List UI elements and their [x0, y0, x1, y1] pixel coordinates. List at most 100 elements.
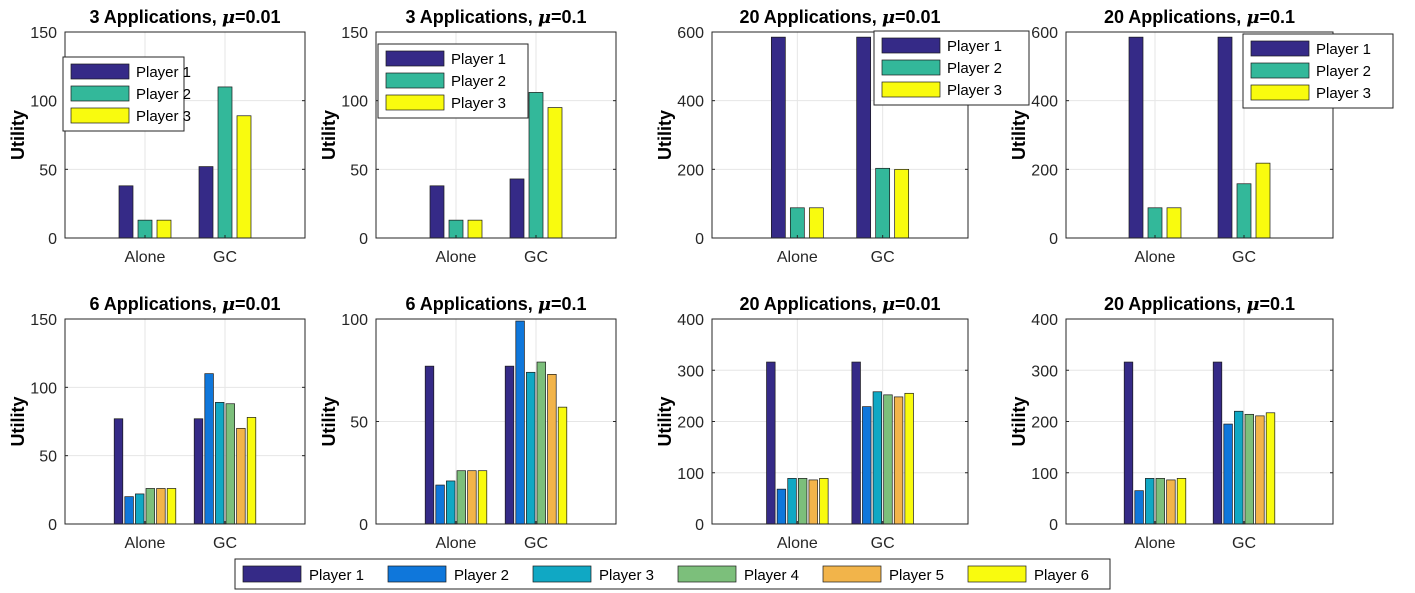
- bar-player-3-gc: [526, 371, 536, 525]
- bar-player-5-alone: [808, 479, 818, 525]
- bottom-legend-label: Player 3: [599, 567, 654, 584]
- bottom-legend-label: Player 4: [744, 567, 799, 584]
- bar-player-3-gc: [872, 391, 883, 525]
- mu-symbol: μ: [538, 294, 551, 315]
- bar-player-2-gc: [862, 406, 872, 525]
- mu-symbol: μ: [882, 7, 895, 28]
- panel-legend: Player 1 Player 2 Player 3: [62, 56, 191, 132]
- y-tick-label: 150: [30, 25, 57, 42]
- y-tick-label: 200: [1031, 415, 1058, 432]
- axes-frame: [64, 318, 306, 525]
- y-tick-label: 50: [350, 415, 368, 432]
- y-tick-label: 200: [677, 415, 704, 432]
- bar-player-3-gc: [236, 115, 252, 239]
- bar-player-5-gc: [893, 396, 904, 525]
- bar-player-3-gc: [1255, 162, 1271, 239]
- title-suffix: =0.01: [895, 294, 941, 314]
- x-tick-label-gc: GC: [1232, 535, 1256, 552]
- y-tick-label: 0: [48, 231, 57, 248]
- x-tick-label-alone: Alone: [436, 249, 477, 266]
- legend-label: Player 1: [1316, 41, 1371, 58]
- bar-player-6-gc: [557, 406, 568, 525]
- bar-player-6-alone: [1176, 478, 1187, 525]
- legend-swatch: [70, 107, 130, 124]
- y-axis-label: Utility: [8, 110, 28, 160]
- y-tick-label: 300: [677, 363, 704, 380]
- bar-player-1-alone: [1128, 36, 1144, 239]
- bar-player-1-alone: [770, 36, 786, 239]
- y-tick-label: 0: [1049, 517, 1058, 534]
- bar-player-5-alone: [467, 470, 477, 525]
- title-prefix: 6 Applications,: [89, 294, 221, 314]
- bar-player-4-gc: [883, 394, 893, 525]
- legend-label: Player 2: [947, 60, 1002, 77]
- chart-panel-7: 0 100 200 300 400 Alone GC Utility 20 Applicatio…: [655, 294, 969, 552]
- y-tick-label: 50: [39, 162, 57, 179]
- legend-label: Player 1: [947, 38, 1002, 55]
- bar-player-1-gc: [851, 361, 861, 525]
- bar-player-2-alone: [789, 207, 805, 239]
- panel-title: 6 Applications, μ=0.1: [405, 294, 586, 315]
- chart-panel-2: 0 50 100 150 Alone GC Utility 3 Applications, μ…: [319, 7, 617, 266]
- panel-title: 20 Applications, μ=0.01: [739, 7, 940, 28]
- legend-swatch: [385, 50, 445, 67]
- legend-label: Player 3: [1316, 85, 1371, 102]
- x-tick-label-gc: GC: [524, 535, 548, 552]
- y-tick-label: 200: [1031, 162, 1058, 179]
- bottom-legend-swatch: [677, 565, 737, 583]
- bar-player-6-alone: [819, 478, 829, 525]
- mu-symbol: μ: [882, 294, 895, 315]
- x-tick-label-alone: Alone: [777, 249, 818, 266]
- title-suffix: =0.01: [235, 294, 281, 314]
- bottom-legend: Player 1 Player 2 Player 3 Player 4 Player 5…: [234, 558, 1111, 590]
- bar-player-3-gc: [1234, 410, 1244, 525]
- mu-symbol: μ: [222, 294, 235, 315]
- mu-symbol: μ: [1246, 7, 1259, 28]
- bar-player-1-alone: [429, 185, 445, 239]
- y-tick-label: 50: [39, 449, 57, 466]
- legend-swatch: [70, 63, 130, 80]
- x-tick-label-gc: GC: [871, 535, 895, 552]
- x-tick-label-gc: GC: [524, 249, 548, 266]
- legend-label: Player 2: [1316, 63, 1371, 80]
- legend-label: Player 1: [136, 64, 191, 81]
- bar-player-5-gc: [236, 427, 246, 525]
- bar-player-1-gc: [856, 36, 872, 239]
- bar-player-1-alone: [118, 185, 134, 239]
- bar-player-3-alone: [156, 219, 172, 239]
- bar-player-2-alone: [1147, 207, 1163, 239]
- y-axis-label: Utility: [8, 396, 28, 446]
- chart-panel-4: 0 200 400 600 Alone GC Utility 20 Applications,…: [1009, 7, 1394, 266]
- bottom-legend-swatch: [387, 565, 447, 583]
- bottom-legend-swatch: [967, 565, 1027, 583]
- chart-panel-3: 0 200 400 600 Alone GC Utility 20 Applications,…: [655, 7, 1030, 266]
- y-tick-label: 0: [359, 231, 368, 248]
- bar-player-2-gc: [528, 92, 544, 239]
- bar-player-6-gc: [904, 392, 914, 525]
- bar-player-2-alone: [124, 496, 134, 525]
- legend-swatch: [1250, 40, 1310, 57]
- bar-player-3-alone: [135, 493, 145, 525]
- legend-swatch: [385, 72, 445, 89]
- legend-label: Player 3: [136, 108, 191, 125]
- bar-player-3-alone: [787, 478, 797, 525]
- legend-label: Player 3: [451, 95, 506, 112]
- bar-player-1-alone: [113, 418, 124, 525]
- bar-player-6-gc: [1265, 412, 1276, 525]
- chart-panel-6: 0 50 100 Alone GC Utility 6 Applications, μ=0.…: [319, 294, 617, 552]
- chart-panel-1: 0 50 100 150 Alone GC Utility 3 Applications, μ…: [8, 7, 306, 266]
- legend-swatch: [881, 81, 941, 98]
- y-tick-label: 100: [1031, 466, 1058, 483]
- bar-player-3-gc: [894, 168, 910, 239]
- bar-player-1-alone: [766, 361, 776, 525]
- bottom-legend-swatch: [822, 565, 882, 583]
- y-tick-label: 0: [359, 517, 368, 534]
- title-prefix: 3 Applications,: [89, 7, 221, 27]
- title-suffix: =0.01: [895, 7, 941, 27]
- bar-player-1-gc: [1212, 361, 1223, 525]
- bar-player-2-gc: [515, 320, 525, 525]
- y-tick-label: 100: [677, 466, 704, 483]
- x-tick-label-alone: Alone: [777, 535, 818, 552]
- bar-player-5-gc: [547, 374, 557, 525]
- title-suffix: =0.1: [551, 7, 587, 27]
